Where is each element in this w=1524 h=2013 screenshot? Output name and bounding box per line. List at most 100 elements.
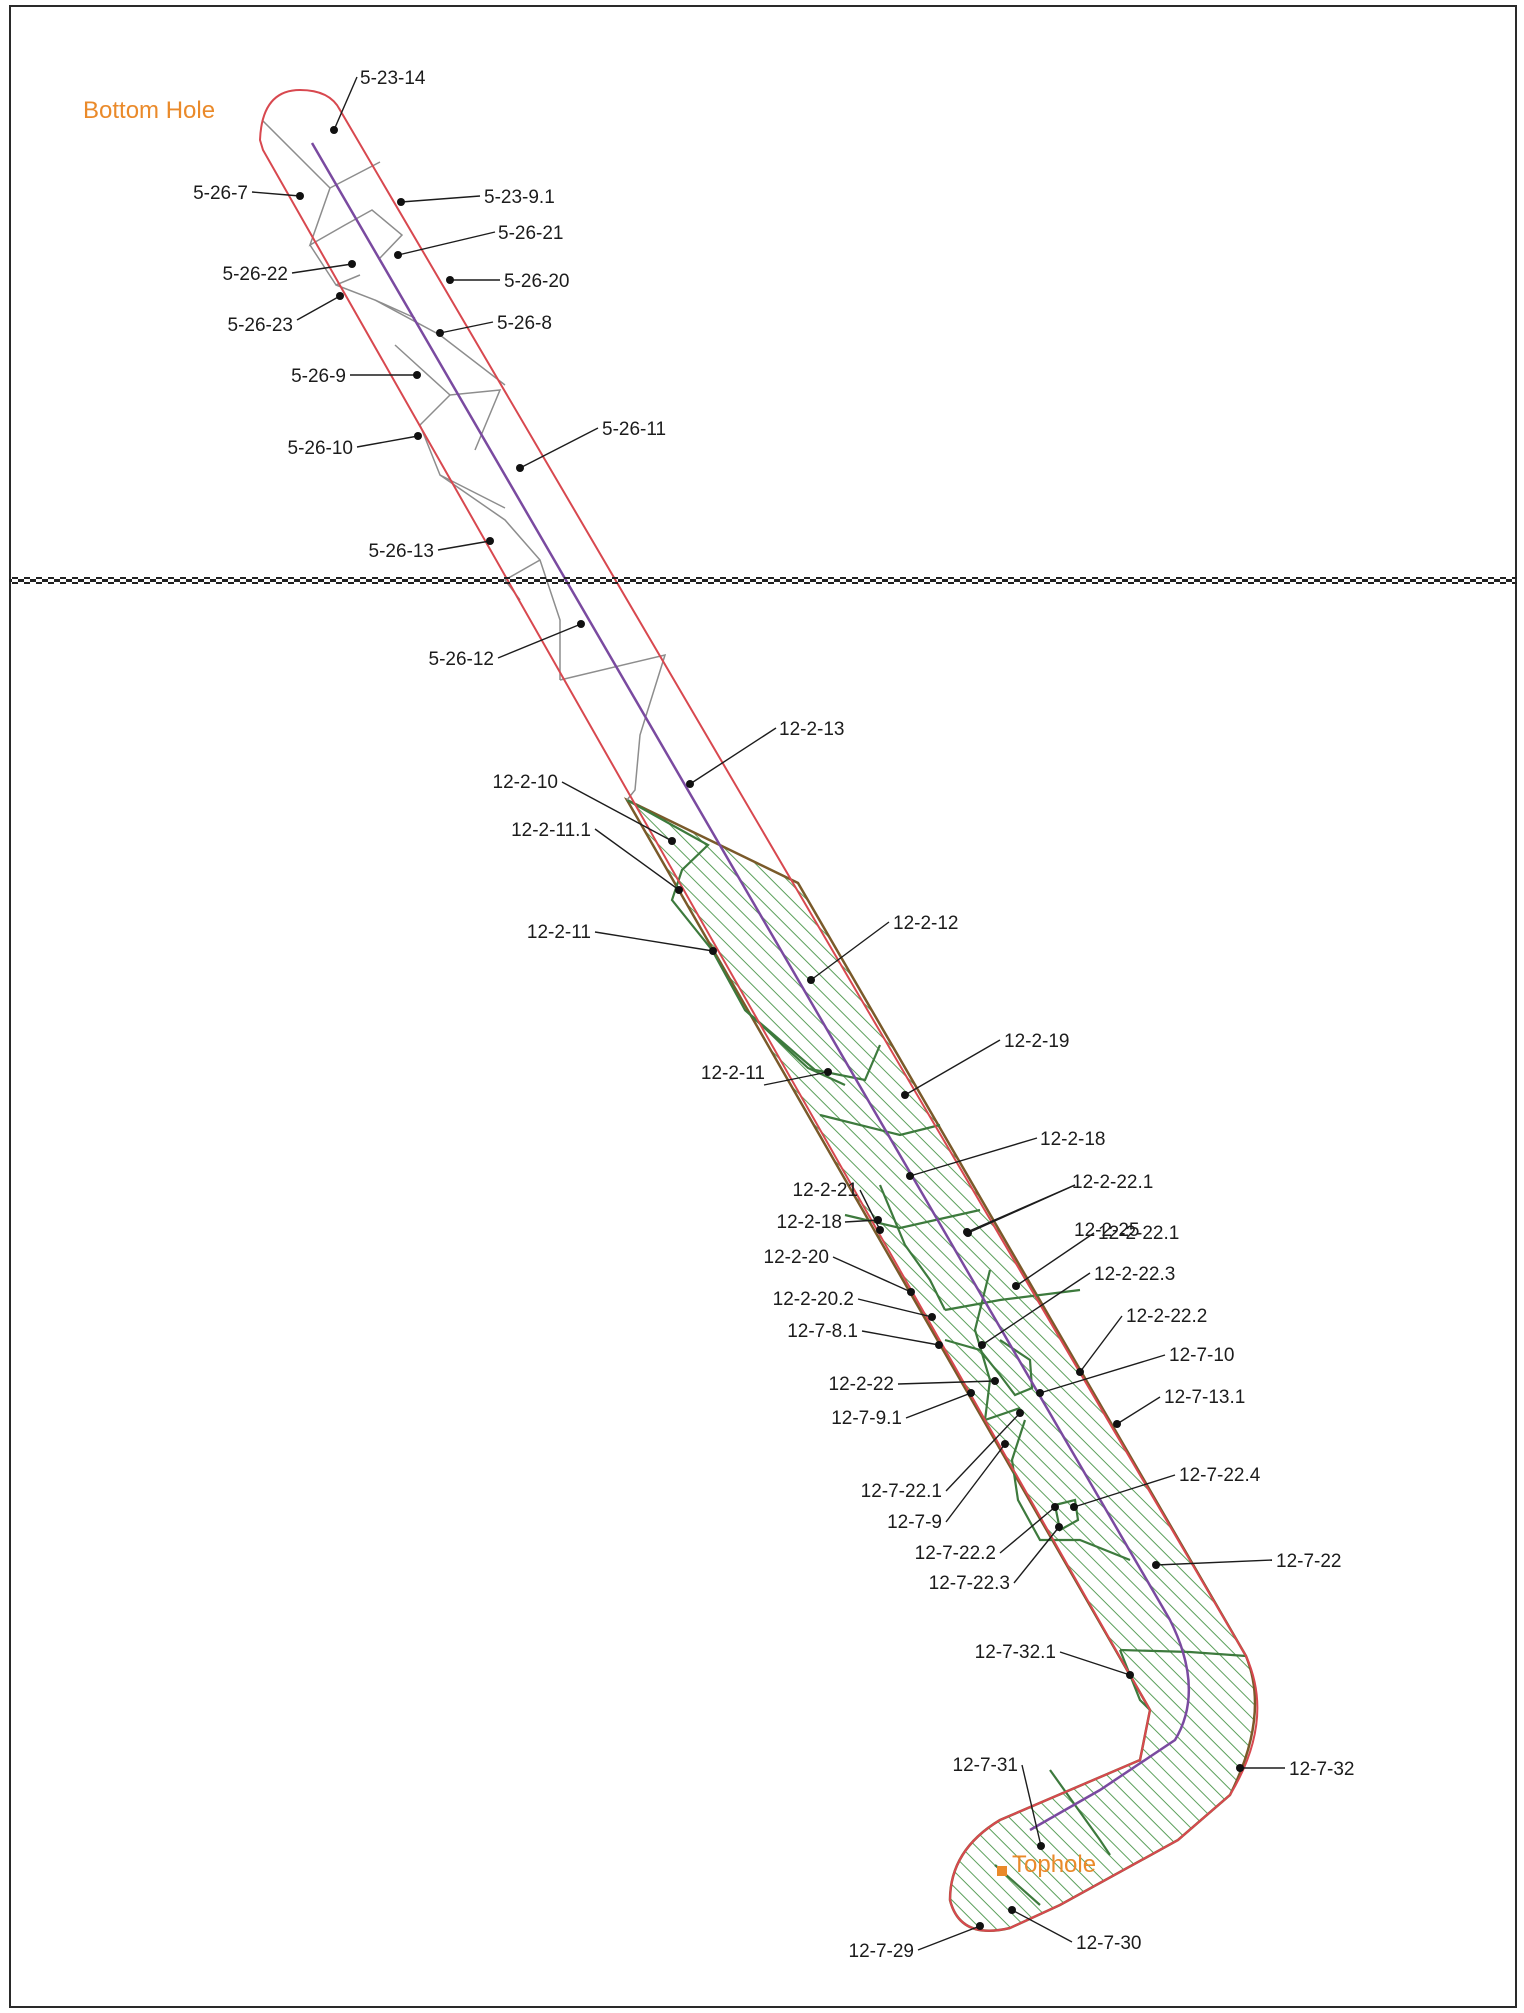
parcel-callout: 12-7-29 xyxy=(849,1922,984,1962)
svg-text:12-7-32.1: 12-7-32.1 xyxy=(975,1642,1056,1663)
svg-text:12-2-22.1: 12-2-22.1 xyxy=(1098,1223,1179,1244)
parcel-callout: 12-7-9.1 xyxy=(831,1389,975,1429)
svg-text:12-2-22.1: 12-2-22.1 xyxy=(1072,1172,1153,1193)
well-centerline xyxy=(310,142,1190,1832)
svg-text:12-7-10: 12-7-10 xyxy=(1169,1345,1235,1366)
tophole-label: Tophole xyxy=(1012,1851,1096,1878)
svg-text:12-7-13.1: 12-7-13.1 xyxy=(1164,1387,1245,1408)
svg-text:12-7-22.3: 12-7-22.3 xyxy=(929,1573,1010,1594)
svg-text:12-7-22: 12-7-22 xyxy=(1276,1551,1342,1572)
parcel-callout: 5-26-21 xyxy=(394,223,564,259)
parcel-callout: 12-2-11.1 xyxy=(511,820,683,894)
parcel-callout: 12-7-22.2 xyxy=(915,1503,1059,1564)
svg-text:5-23-9.1: 5-23-9.1 xyxy=(484,187,555,208)
parcel-callout: 12-7-22.3 xyxy=(929,1523,1063,1594)
parcel-callout: 5-26-23 xyxy=(228,292,344,336)
svg-text:12-2-22: 12-2-22 xyxy=(829,1374,895,1395)
bottom-hole-label: Bottom Hole xyxy=(83,97,215,124)
svg-text:12-2-11: 12-2-11 xyxy=(701,1063,765,1084)
svg-text:12-2-18: 12-2-18 xyxy=(777,1212,843,1233)
parcel-callout: 12-7-32.1 xyxy=(975,1642,1134,1679)
parcel-callout: 5-26-9 xyxy=(291,366,421,387)
parcel-callout: 12-2-13 xyxy=(686,719,845,788)
parcel-callout: 5-26-11 xyxy=(516,419,666,472)
parcel-callout: 12-2-20.2 xyxy=(773,1289,936,1321)
svg-text:5-26-9: 5-26-9 xyxy=(291,366,346,387)
parcel-callouts-south: 5-26-12 12-2-13 12-2-10 12-2-11.1 12-2-1… xyxy=(429,620,1355,1962)
svg-text:12-2-11: 12-2-11 xyxy=(527,922,591,943)
parcel-callout: 12-2-10 xyxy=(493,772,676,845)
svg-text:5-26-10: 5-26-10 xyxy=(288,438,354,459)
svg-text:5-26-11: 5-26-11 xyxy=(602,419,666,440)
svg-text:12-7-9: 12-7-9 xyxy=(887,1512,942,1533)
svg-text:12-7-8.1: 12-7-8.1 xyxy=(787,1321,858,1342)
svg-text:12-2-21: 12-2-21 xyxy=(793,1180,859,1201)
parcel-callout: 12-2-19 xyxy=(901,1031,1070,1099)
svg-text:5-26-12: 5-26-12 xyxy=(429,649,495,670)
parcel-callout: 12-2-22.3 xyxy=(978,1264,1175,1349)
parcel-callout: 5-26-13 xyxy=(369,537,494,562)
svg-text:12-2-13: 12-2-13 xyxy=(779,719,845,740)
parcel-callout: 12-2-18 xyxy=(906,1129,1106,1180)
parcel-callout: 12-7-22.1 xyxy=(861,1409,1024,1502)
svg-text:5-26-22: 5-26-22 xyxy=(223,264,289,285)
svg-text:12-7-9.1: 12-7-9.1 xyxy=(831,1408,902,1429)
parcel-callout: 12-7-31 xyxy=(953,1755,1045,1850)
parcel-callout: 5-23-9.1 xyxy=(397,187,555,208)
tophole-point-icon xyxy=(997,1866,1007,1876)
parcel-callout: 5-26-12 xyxy=(429,620,585,670)
svg-text:12-2-22.2: 12-2-22.2 xyxy=(1126,1306,1207,1327)
wellbore-corridor xyxy=(258,88,1259,1932)
parcel-callout: 12-2-22.1 xyxy=(963,1172,1153,1236)
svg-text:12-7-32: 12-7-32 xyxy=(1289,1759,1355,1780)
svg-text:5-26-13: 5-26-13 xyxy=(369,541,435,562)
svg-text:12-2-18: 12-2-18 xyxy=(1040,1129,1106,1150)
parcel-callout: 12-7-30 xyxy=(1008,1906,1142,1954)
svg-text:5-23-14: 5-23-14 xyxy=(360,68,426,89)
svg-text:12-7-31: 12-7-31 xyxy=(953,1755,1019,1776)
svg-text:5-26-20: 5-26-20 xyxy=(504,271,570,292)
svg-text:12-2-12: 12-2-12 xyxy=(893,913,959,934)
svg-text:5-26-8: 5-26-8 xyxy=(497,313,552,334)
svg-text:5-26-23: 5-26-23 xyxy=(228,315,294,336)
parcel-callout: 12-2-11 xyxy=(701,1063,832,1086)
parcel-callout: 5-26-7 xyxy=(193,183,304,204)
parcel-callout: 5-26-8 xyxy=(436,313,552,337)
hatched-parcel-area xyxy=(623,797,1257,1932)
parcel-callout: 12-2-12 xyxy=(807,913,959,984)
parcel-callout: 5-26-10 xyxy=(288,432,422,459)
parcel-callout: 12-7-10 xyxy=(1036,1345,1235,1397)
svg-text:12-2-11.1: 12-2-11.1 xyxy=(511,820,591,841)
svg-text:12-2-20.2: 12-2-20.2 xyxy=(773,1289,854,1310)
parcel-callout: 12-7-22 xyxy=(1152,1551,1342,1572)
tophole-marker: Tophole xyxy=(997,1851,1096,1878)
svg-text:12-7-29: 12-7-29 xyxy=(849,1941,915,1962)
svg-text:5-26-21: 5-26-21 xyxy=(498,223,564,244)
bottom-hole-marker: Bottom Hole xyxy=(83,97,215,124)
svg-text:12-7-22.2: 12-7-22.2 xyxy=(915,1543,996,1564)
svg-text:12-7-22.1: 12-7-22.1 xyxy=(861,1481,942,1502)
parcel-callout: 5-26-22 xyxy=(223,260,356,285)
parcel-callout: 5-26-20 xyxy=(446,271,570,292)
svg-text:5-26-7: 5-26-7 xyxy=(193,183,248,204)
svg-text:12-2-22.3: 12-2-22.3 xyxy=(1094,1264,1175,1285)
parcel-callout: 12-2-18 xyxy=(777,1212,882,1233)
svg-text:12-2-19: 12-2-19 xyxy=(1004,1031,1070,1052)
parcel-callout: 12-7-9 xyxy=(887,1440,1009,1533)
parcel-callout: 12-7-13.1 xyxy=(1113,1387,1245,1428)
svg-text:12-2-20: 12-2-20 xyxy=(764,1247,830,1268)
parcel-callout: 12-7-22.4 xyxy=(1070,1465,1261,1511)
parcel-callout: 12-2-22 xyxy=(829,1374,999,1395)
svg-text:12-7-30: 12-7-30 xyxy=(1076,1933,1142,1954)
section-boundary-line xyxy=(9,577,1517,584)
parcel-callout: 12-7-32 xyxy=(1236,1759,1355,1780)
svg-text:12-7-22.4: 12-7-22.4 xyxy=(1179,1465,1261,1486)
parcel-callout: 12-2-22.1 xyxy=(1012,1223,1179,1290)
parcel-callout: 12-2-22.2 xyxy=(1076,1306,1207,1376)
parcel-callouts-north: 5-23-14 5-26-7 5-23-9.1 5-26-21 5-26-22 … xyxy=(193,68,666,562)
svg-text:12-2-10: 12-2-10 xyxy=(493,772,559,793)
parcel-callout: 12-2-11 xyxy=(527,922,717,955)
grey-parcel-lines xyxy=(261,119,667,801)
parcel-callout: 12-2-20 xyxy=(764,1247,915,1296)
